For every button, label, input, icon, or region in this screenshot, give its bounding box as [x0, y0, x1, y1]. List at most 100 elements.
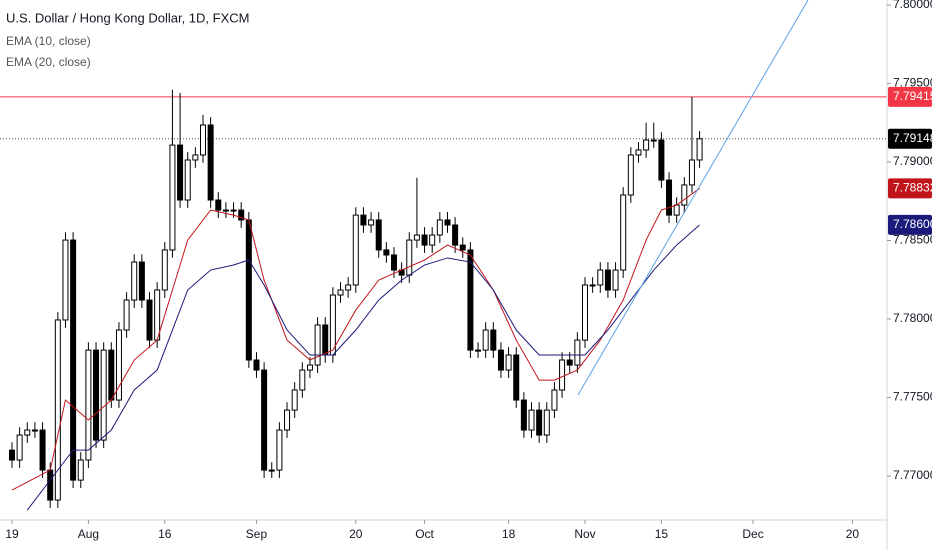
candle-body [8, 449, 15, 461]
candle-body [436, 219, 443, 236]
candle-body [459, 244, 466, 251]
candle-body [138, 261, 145, 301]
x-tick-label: 19 [5, 527, 19, 541]
candle-body [62, 239, 69, 321]
candle-body [597, 269, 604, 286]
legend-entry: EMA (10, close) [6, 34, 91, 48]
candle-body [520, 399, 527, 431]
candle-body [627, 154, 634, 196]
price-badge-label: 7.79415 [893, 89, 932, 103]
candle-body [47, 469, 54, 501]
candle-body [291, 389, 298, 411]
candle-body [337, 289, 344, 296]
plot-area [0, 89, 887, 511]
x-tick-label: Dec [742, 527, 763, 541]
candle-body [620, 194, 627, 271]
candle-body [413, 234, 420, 241]
candle-body [93, 349, 100, 441]
candle-body [77, 459, 84, 481]
y-tick-label: 7.78500 [893, 233, 932, 247]
candle-body [696, 138, 703, 161]
candle-body [528, 409, 535, 431]
candle-body [329, 294, 336, 356]
candle-body [345, 284, 352, 291]
candle-body [688, 159, 695, 186]
ema-line [11, 188, 700, 491]
candle-body [490, 329, 497, 351]
candle-body [115, 329, 122, 401]
candle-body [314, 324, 321, 366]
candle-body [589, 284, 596, 287]
candle-body [85, 349, 92, 461]
y-tick-label: 7.78000 [893, 311, 932, 325]
candle-body [169, 144, 176, 251]
price-badge [888, 178, 932, 199]
price-badge [888, 128, 932, 149]
candle-body [100, 349, 107, 441]
candle-body [452, 224, 459, 246]
candle-body [276, 429, 283, 471]
candle-body [123, 299, 130, 331]
x-tick-label: 20 [349, 527, 363, 541]
candle-body [643, 139, 650, 151]
candle-body [673, 204, 680, 216]
candle-body [261, 369, 268, 471]
candle-body [16, 434, 23, 461]
candle-body [406, 239, 413, 276]
candle-body [375, 219, 382, 251]
candle-body [604, 269, 611, 291]
legend-entry: EMA (20, close) [6, 55, 91, 69]
candle-body [368, 219, 375, 226]
candle-body [612, 269, 619, 291]
candle-body [635, 149, 642, 156]
x-tick-label: Sep [246, 527, 268, 541]
ema-line [26, 224, 700, 511]
candle-body [475, 349, 482, 352]
candle-body [284, 409, 291, 431]
candle-body [513, 354, 520, 401]
candle-body [24, 429, 31, 436]
candle-body [238, 209, 245, 221]
candle-body [360, 214, 367, 226]
candle-body [566, 359, 573, 366]
axes: 7.80000 7.79500 7.79000 7.78500 7.78000 7.775… [5, 0, 932, 541]
candle-body [184, 159, 191, 201]
x-tick-label: 18 [502, 527, 516, 541]
chart-title: U.S. Dollar / Hong Kong Dollar, 1D, FXCM [6, 10, 249, 25]
candle-body [383, 249, 390, 256]
x-tick-label: Aug [78, 527, 99, 541]
candle-body [70, 239, 77, 481]
candle-body [467, 249, 474, 351]
price-badge [888, 86, 932, 107]
price-badge-label: 7.78600 [893, 217, 932, 231]
candle-body [666, 179, 673, 216]
candle-body [154, 289, 161, 341]
candle-body [482, 329, 489, 351]
candle-body [299, 369, 306, 391]
candle-body [650, 139, 657, 142]
candle-body [536, 409, 543, 436]
candle-body [215, 199, 222, 211]
y-tick-label: 7.79000 [893, 154, 932, 168]
x-tick-label: 20 [846, 527, 860, 541]
y-tick-label: 7.77500 [893, 390, 932, 404]
candle-body [559, 359, 566, 391]
candle-body [199, 124, 206, 156]
candle-body [253, 359, 260, 371]
candle-body [505, 354, 512, 371]
candle-body [574, 339, 581, 366]
trend-line [577, 0, 809, 396]
candle-body [390, 254, 397, 271]
candle-body [146, 299, 153, 341]
candle-body [543, 409, 550, 436]
x-tick-label: 16 [158, 527, 172, 541]
candle-body [581, 284, 588, 341]
candle-body [39, 429, 46, 471]
x-tick-label: Nov [574, 527, 595, 541]
candle-body [31, 429, 38, 432]
candle-body [245, 219, 252, 361]
price-badge [888, 214, 932, 235]
candle-body [54, 319, 61, 501]
